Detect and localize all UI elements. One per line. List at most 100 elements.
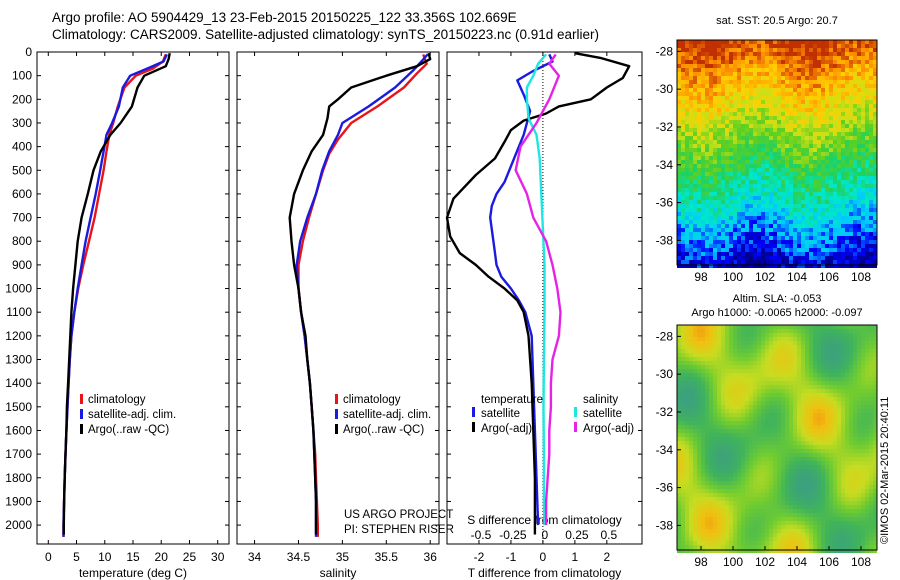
map-cell [753, 112, 757, 116]
map-cell [825, 176, 829, 180]
map-cell [725, 405, 729, 409]
map-cell [813, 200, 817, 204]
map-cell [757, 457, 761, 461]
map-cell [765, 405, 769, 409]
map-cell [697, 244, 701, 248]
map-cell [789, 72, 793, 76]
map-cell [737, 357, 741, 361]
map-cell [733, 128, 737, 132]
map-cell [797, 264, 801, 268]
map-cell [681, 325, 685, 329]
map-cell [845, 96, 849, 100]
map-cell [749, 208, 753, 212]
map-cell [853, 437, 857, 441]
map-cell [797, 212, 801, 216]
map-cell [853, 409, 857, 413]
map-cell [705, 184, 709, 188]
map-cell [745, 437, 749, 441]
map-cell [757, 248, 761, 252]
map-cell [713, 72, 717, 76]
map-cell [765, 204, 769, 208]
map-cell [753, 180, 757, 184]
map-cell [745, 184, 749, 188]
map-cell [813, 461, 817, 465]
map-cell [757, 96, 761, 100]
map-cell [769, 244, 773, 248]
map-cell [857, 204, 861, 208]
map-cell [737, 397, 741, 401]
map-cell [721, 457, 725, 461]
map-cell [765, 128, 769, 132]
map-cell [749, 68, 753, 72]
map-cell [829, 112, 833, 116]
map-cell [785, 389, 789, 393]
map-cell [861, 148, 865, 152]
map-cell [825, 160, 829, 164]
map-cell [697, 72, 701, 76]
map-cell [737, 333, 741, 337]
map-cell [785, 220, 789, 224]
map-cell [777, 421, 781, 425]
map-cell [841, 60, 845, 64]
map-cell [765, 60, 769, 64]
map-cell [741, 236, 745, 240]
map-cell [725, 52, 729, 56]
map-cell [709, 68, 713, 72]
map-cell [677, 136, 681, 140]
map-cell [725, 148, 729, 152]
map-cell [837, 108, 841, 112]
map-cell [749, 453, 753, 457]
map-cell [733, 461, 737, 465]
map-cell [817, 236, 821, 240]
map-cell [693, 425, 697, 429]
map-cell [701, 176, 705, 180]
map-cell [797, 188, 801, 192]
map-cell [745, 196, 749, 200]
map-cell [857, 104, 861, 108]
map-cell [685, 260, 689, 264]
map-cell [757, 329, 761, 333]
map-cell [809, 345, 813, 349]
map-cell [693, 397, 697, 401]
map-cell [705, 92, 709, 96]
map-cell [773, 184, 777, 188]
map-cell [737, 64, 741, 68]
map-cell [777, 68, 781, 72]
map-cell [769, 184, 773, 188]
map-cell [725, 152, 729, 156]
map-cell [677, 401, 681, 405]
map-cell [777, 361, 781, 365]
map-cell [777, 397, 781, 401]
map-cell [793, 457, 797, 461]
map-cell [757, 389, 761, 393]
map-cell [797, 116, 801, 120]
map-cell [865, 84, 869, 88]
map-cell [849, 365, 853, 369]
map-cell [865, 373, 869, 377]
map-cell [685, 196, 689, 200]
map-cell [713, 148, 717, 152]
map-cell [801, 461, 805, 465]
map-cell [841, 188, 845, 192]
map-cell [841, 240, 845, 244]
map-cell [753, 393, 757, 397]
map-cell [805, 132, 809, 136]
map-cell [809, 433, 813, 437]
map-cell [701, 264, 705, 268]
map-cell [701, 180, 705, 184]
map-cell [821, 88, 825, 92]
map-cell [801, 72, 805, 76]
map-cell [865, 40, 869, 44]
map-cell [753, 44, 757, 48]
map-cell [717, 381, 721, 385]
map-cell [729, 48, 733, 52]
map-cell [813, 216, 817, 220]
map-cell [729, 389, 733, 393]
map-cell [801, 417, 805, 421]
map-cell [737, 449, 741, 453]
map-cell [873, 341, 877, 345]
map-cell [825, 369, 829, 373]
map-cell [693, 329, 697, 333]
map-cell [809, 104, 813, 108]
map-cell [721, 192, 725, 196]
